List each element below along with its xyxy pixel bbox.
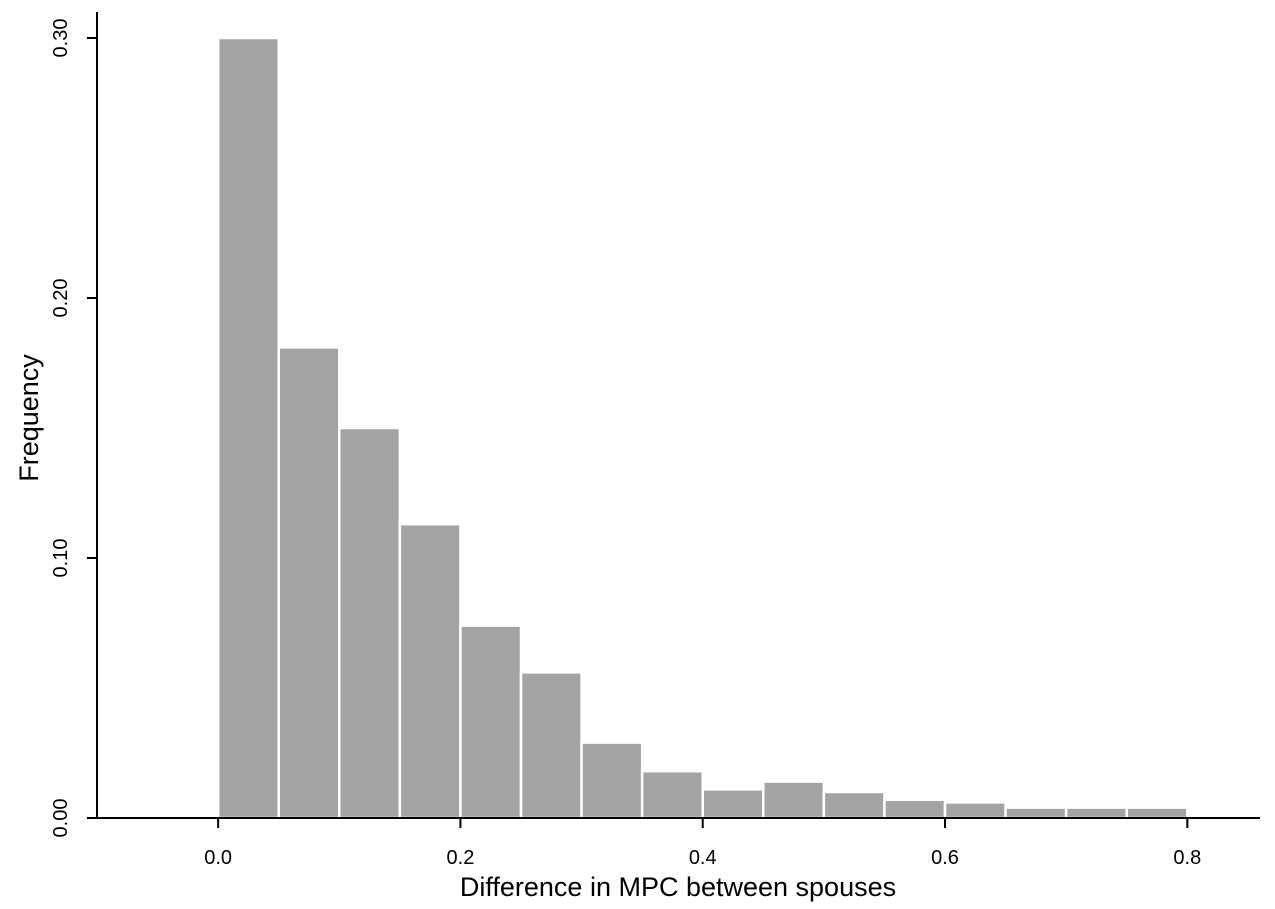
x-tick-label-3: 0.4 [689, 847, 717, 869]
histogram-bar-12 [883, 798, 947, 820]
histogram-bar-10 [762, 780, 826, 820]
y-tick-label-4: 0.30 [50, 19, 72, 58]
histogram-bar-13 [943, 801, 1007, 820]
histogram-bar-8 [640, 769, 704, 820]
x-tick-label-4: 0.6 [931, 847, 959, 869]
y-tick-label-2: 0.10 [50, 539, 72, 578]
y-axis-ticks: 0.00 0.10 0.20 0.30 [50, 19, 97, 838]
x-axis-ticks: 0.0 0.2 0.4 0.6 0.8 [204, 818, 1201, 869]
histogram-bar-14 [1004, 806, 1068, 820]
x-axis-title: Difference in MPC between spouses [460, 872, 896, 902]
y-tick-label-1: 0.00 [50, 799, 72, 838]
histogram-bar-2 [277, 346, 341, 820]
histogram-bar-5 [459, 624, 523, 820]
histogram-bar-11 [822, 790, 886, 820]
histogram-bar-1 [216, 36, 280, 820]
histogram-bar-16 [1125, 806, 1189, 820]
histogram-bar-9 [701, 788, 765, 820]
x-tick-label-2: 0.2 [447, 847, 475, 869]
histogram-bar-6 [519, 671, 583, 820]
histogram-bar-4 [398, 522, 462, 820]
histogram-bars [216, 36, 1189, 820]
y-tick-label-3: 0.20 [50, 279, 72, 318]
y-axis-title: Frequency [14, 354, 44, 482]
x-tick-label-1: 0.0 [204, 847, 232, 869]
histogram-bar-7 [580, 741, 644, 820]
histogram-bar-15 [1064, 806, 1128, 820]
histogram-bar-3 [338, 426, 402, 820]
x-tick-label-5: 0.8 [1173, 847, 1201, 869]
